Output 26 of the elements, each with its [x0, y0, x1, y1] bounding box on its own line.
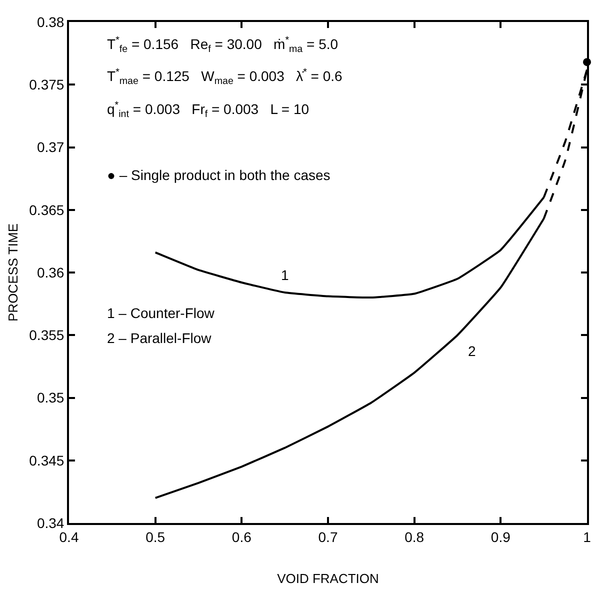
x-tick-label: 0.4: [59, 528, 79, 545]
x-tick-label: 0.6: [232, 528, 252, 545]
y-tick-label: 0.365: [29, 202, 64, 218]
series-label: 2: [468, 343, 476, 359]
series-label: 1: [281, 267, 289, 283]
y-tick-label: 0.355: [29, 327, 64, 344]
annotation: 1 – Counter-Flow: [107, 305, 216, 321]
x-tick-label: 0.9: [490, 528, 511, 545]
annotation: 2 – Parallel-Flow: [107, 330, 212, 346]
y-tick-label: 0.37: [36, 139, 64, 156]
x-axis-title: VOID FRACTION: [277, 570, 379, 586]
y-tick-label: 0.38: [36, 14, 64, 30]
y-axis-title: PROCESS TIME: [6, 223, 21, 322]
text: T$^{*}$$_{fe}$ = 0.156 Re$_{f}$ = 30.00 ṁ$^{*}$$_{ma}$ = 5.0: [107, 35, 338, 55]
y-tick-label: 0.345: [29, 452, 64, 468]
y-tick-label: 0.375: [29, 76, 64, 93]
x-tick-label: 0.7: [318, 528, 338, 545]
annotation: T$^{*}$$_{mae}$ = 0.125 W$_{mae}$ = 0.003 λ̇$^{*}$ = 0.6: [107, 67, 343, 87]
y-tick-label: 0.34: [36, 514, 64, 531]
y-tick-label: 0.36: [36, 264, 64, 280]
x-tick-label: 1: [583, 528, 592, 545]
x-tick-label: 0.5: [146, 528, 166, 545]
annotation: q$^{*}$$_{int}$ = 0.003 Fr$_{f}$ = 0.003 L = 10: [107, 100, 310, 120]
annotation: ● – Single product in both the cases: [107, 167, 330, 183]
x-tick-label: 0.8: [404, 528, 424, 545]
y-tick-label: 0.35: [36, 390, 64, 406]
